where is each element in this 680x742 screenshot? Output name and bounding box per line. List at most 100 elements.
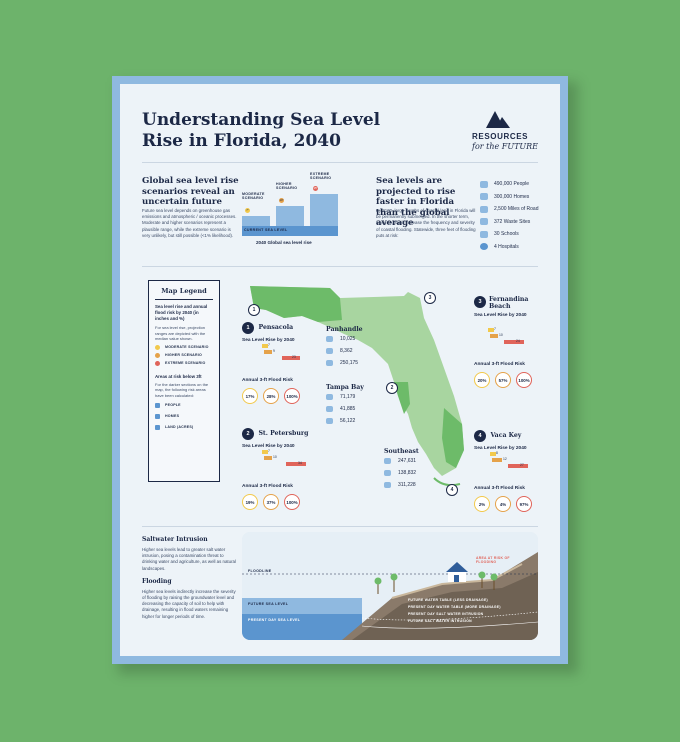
stat-schools: 30 Schools bbox=[480, 228, 560, 241]
extreme-value: 23 bbox=[292, 355, 296, 359]
extreme-label: EXTREME SCENARIO bbox=[310, 172, 332, 180]
hospital-icon bbox=[480, 243, 488, 251]
moderate-range bbox=[490, 452, 496, 456]
slr-label: Sea Level Rise by 2040 bbox=[474, 313, 527, 318]
legend-label: PEOPLE bbox=[165, 403, 181, 408]
areas-note: For the darker sections on the map, the … bbox=[155, 381, 209, 398]
present-sea-label: PRESENT DAY SEA LEVEL bbox=[248, 618, 301, 622]
higher-range bbox=[492, 458, 502, 462]
moderate-value: 7 bbox=[494, 327, 496, 331]
moderate-label: MODERATE SCENARIO bbox=[242, 192, 265, 200]
saltwater-heading: Saltwater Intrusion bbox=[142, 536, 208, 543]
tampa-risk-area bbox=[394, 382, 410, 414]
moderate-dot bbox=[155, 344, 160, 350]
moderate-value: 7 bbox=[268, 343, 270, 347]
map-marker-1[interactable]: 1 bbox=[248, 304, 260, 316]
region-panhandle: Panhandle 10,025 8,362 250,175 bbox=[326, 326, 386, 369]
legend-land: LAND (ACRES) bbox=[155, 424, 219, 430]
region-value: 138,832 bbox=[398, 470, 417, 476]
people-icon bbox=[326, 394, 333, 400]
region-homes: 138,832 bbox=[384, 467, 444, 479]
floodline-label: FLOODLINE bbox=[248, 569, 272, 573]
risk-extreme: 100% bbox=[516, 372, 532, 388]
slr-chart: 7 10 34 bbox=[242, 448, 306, 476]
city-name: Fernandina Beach bbox=[489, 296, 529, 310]
higher-range bbox=[490, 334, 498, 338]
city-name: St. Petersburg bbox=[258, 430, 309, 437]
home-icon bbox=[480, 193, 488, 201]
current-sea-fill bbox=[242, 226, 338, 236]
region-value: 10,025 bbox=[340, 336, 356, 342]
risk-row: 2% 4% 97% bbox=[474, 496, 537, 512]
extreme-value: 34 bbox=[298, 461, 302, 465]
cross-section-diagram: FLOODLINE FUTURE SEA LEVEL PRESENT DAY S… bbox=[242, 532, 538, 640]
higher-value: 10 bbox=[499, 333, 503, 337]
city-panel-vaca-key: 4 Vaca Key Sea Level Rise by 2040 8 12 2… bbox=[474, 424, 548, 520]
divider bbox=[142, 266, 538, 267]
legend-homes: HOMES bbox=[155, 413, 219, 419]
home-icon bbox=[326, 348, 333, 354]
higher-range bbox=[264, 350, 272, 354]
higher-range bbox=[264, 456, 272, 460]
current-sea-label: CURRENT SEA LEVEL bbox=[244, 228, 288, 232]
map-marker-4[interactable]: 4 bbox=[446, 484, 458, 496]
waste-icon bbox=[480, 218, 488, 226]
higher-value: 9 bbox=[273, 349, 275, 353]
home-icon bbox=[326, 406, 333, 412]
florida-body: By 2100, large swaths of coastal land in… bbox=[376, 208, 476, 238]
logo-mountain-icon bbox=[486, 111, 510, 128]
higher-label: HIGHER SCENARIO bbox=[276, 182, 298, 190]
land-icon bbox=[384, 482, 391, 488]
city-number: 1 bbox=[242, 322, 254, 334]
global-chart: MODERATE SCENARIO HIGHER SCENARIO EXTREM… bbox=[242, 166, 338, 246]
slr-chart: 7 10 24 bbox=[474, 326, 538, 354]
extreme-value: 15" bbox=[313, 186, 318, 191]
map-marker-3[interactable]: 3 bbox=[424, 292, 436, 304]
region-value: 247,631 bbox=[398, 458, 417, 464]
risk-label: Annual 3-ft Flood Risk bbox=[242, 484, 293, 489]
risk-higher: 4% bbox=[495, 496, 511, 512]
risk-extreme: 100% bbox=[284, 388, 300, 404]
land-icon bbox=[326, 418, 333, 424]
risk-label: Annual 3-ft Flood Risk bbox=[474, 486, 525, 491]
risk-moderate: 2% bbox=[474, 496, 490, 512]
divider bbox=[142, 162, 538, 163]
legend-title: Map Legend bbox=[161, 287, 207, 295]
chart-caption: 2040 Global sea level rise bbox=[256, 240, 312, 245]
divider bbox=[142, 526, 538, 527]
region-name: Panhandle bbox=[326, 326, 363, 333]
extreme-value: 24 bbox=[516, 339, 520, 343]
risk-extreme: 97% bbox=[516, 496, 532, 512]
risk-label: Annual 3-ft Flood Risk bbox=[242, 378, 293, 383]
city-panel-pensacola: 1 Pensacola Sea Level Rise by 2040 7 9 2… bbox=[242, 316, 316, 412]
city-number: 2 bbox=[242, 428, 254, 440]
risk-row: 19% 37% 100% bbox=[242, 494, 305, 510]
page-title: Understanding Sea Level Rise in Florida,… bbox=[142, 110, 381, 151]
home-icon bbox=[155, 413, 160, 419]
moderate-range bbox=[262, 450, 268, 454]
map-marker-2[interactable]: 2 bbox=[386, 382, 398, 394]
brand-line1: RESOURCES bbox=[472, 132, 529, 141]
stat-homes: 300,000 Homes bbox=[480, 191, 560, 204]
legend-present-salt-intrusion: PRESENT DAY SALT WATER INTRUSION bbox=[408, 612, 484, 616]
extreme-dot bbox=[155, 360, 160, 366]
legend-present-water-table: PRESENT DAY WATER TABLE (MORE DRAINAGE) bbox=[408, 605, 501, 609]
city-name: Pensacola bbox=[258, 324, 294, 331]
road-icon bbox=[480, 205, 488, 213]
land-icon bbox=[326, 360, 333, 366]
legend-label: EXTREME SCENARIO bbox=[165, 361, 206, 366]
area-risk-label: AREA AT RISK OF FLOODING bbox=[476, 556, 510, 564]
home-icon bbox=[384, 470, 391, 476]
legend-label: MODERATE SCENARIO bbox=[165, 345, 209, 350]
region-southeast: Southeast 247,631 138,832 311,228 bbox=[384, 448, 444, 491]
legend-label: LAND (ACRES) bbox=[165, 425, 194, 430]
region-name: Southeast bbox=[384, 448, 419, 455]
risk-moderate: 17% bbox=[242, 388, 258, 404]
slr-label: Sea Level Rise by 2040 bbox=[474, 446, 527, 451]
legend-moderate: MODERATE SCENARIO bbox=[155, 344, 219, 350]
poster-sheet: Understanding Sea Level Rise in Florida,… bbox=[120, 84, 560, 656]
higher-value: 10 bbox=[273, 455, 277, 459]
people-icon bbox=[326, 336, 333, 342]
stat-text: 490,000 People bbox=[494, 181, 530, 188]
slr-label: Sea Level Rise by 2040 bbox=[242, 444, 295, 449]
